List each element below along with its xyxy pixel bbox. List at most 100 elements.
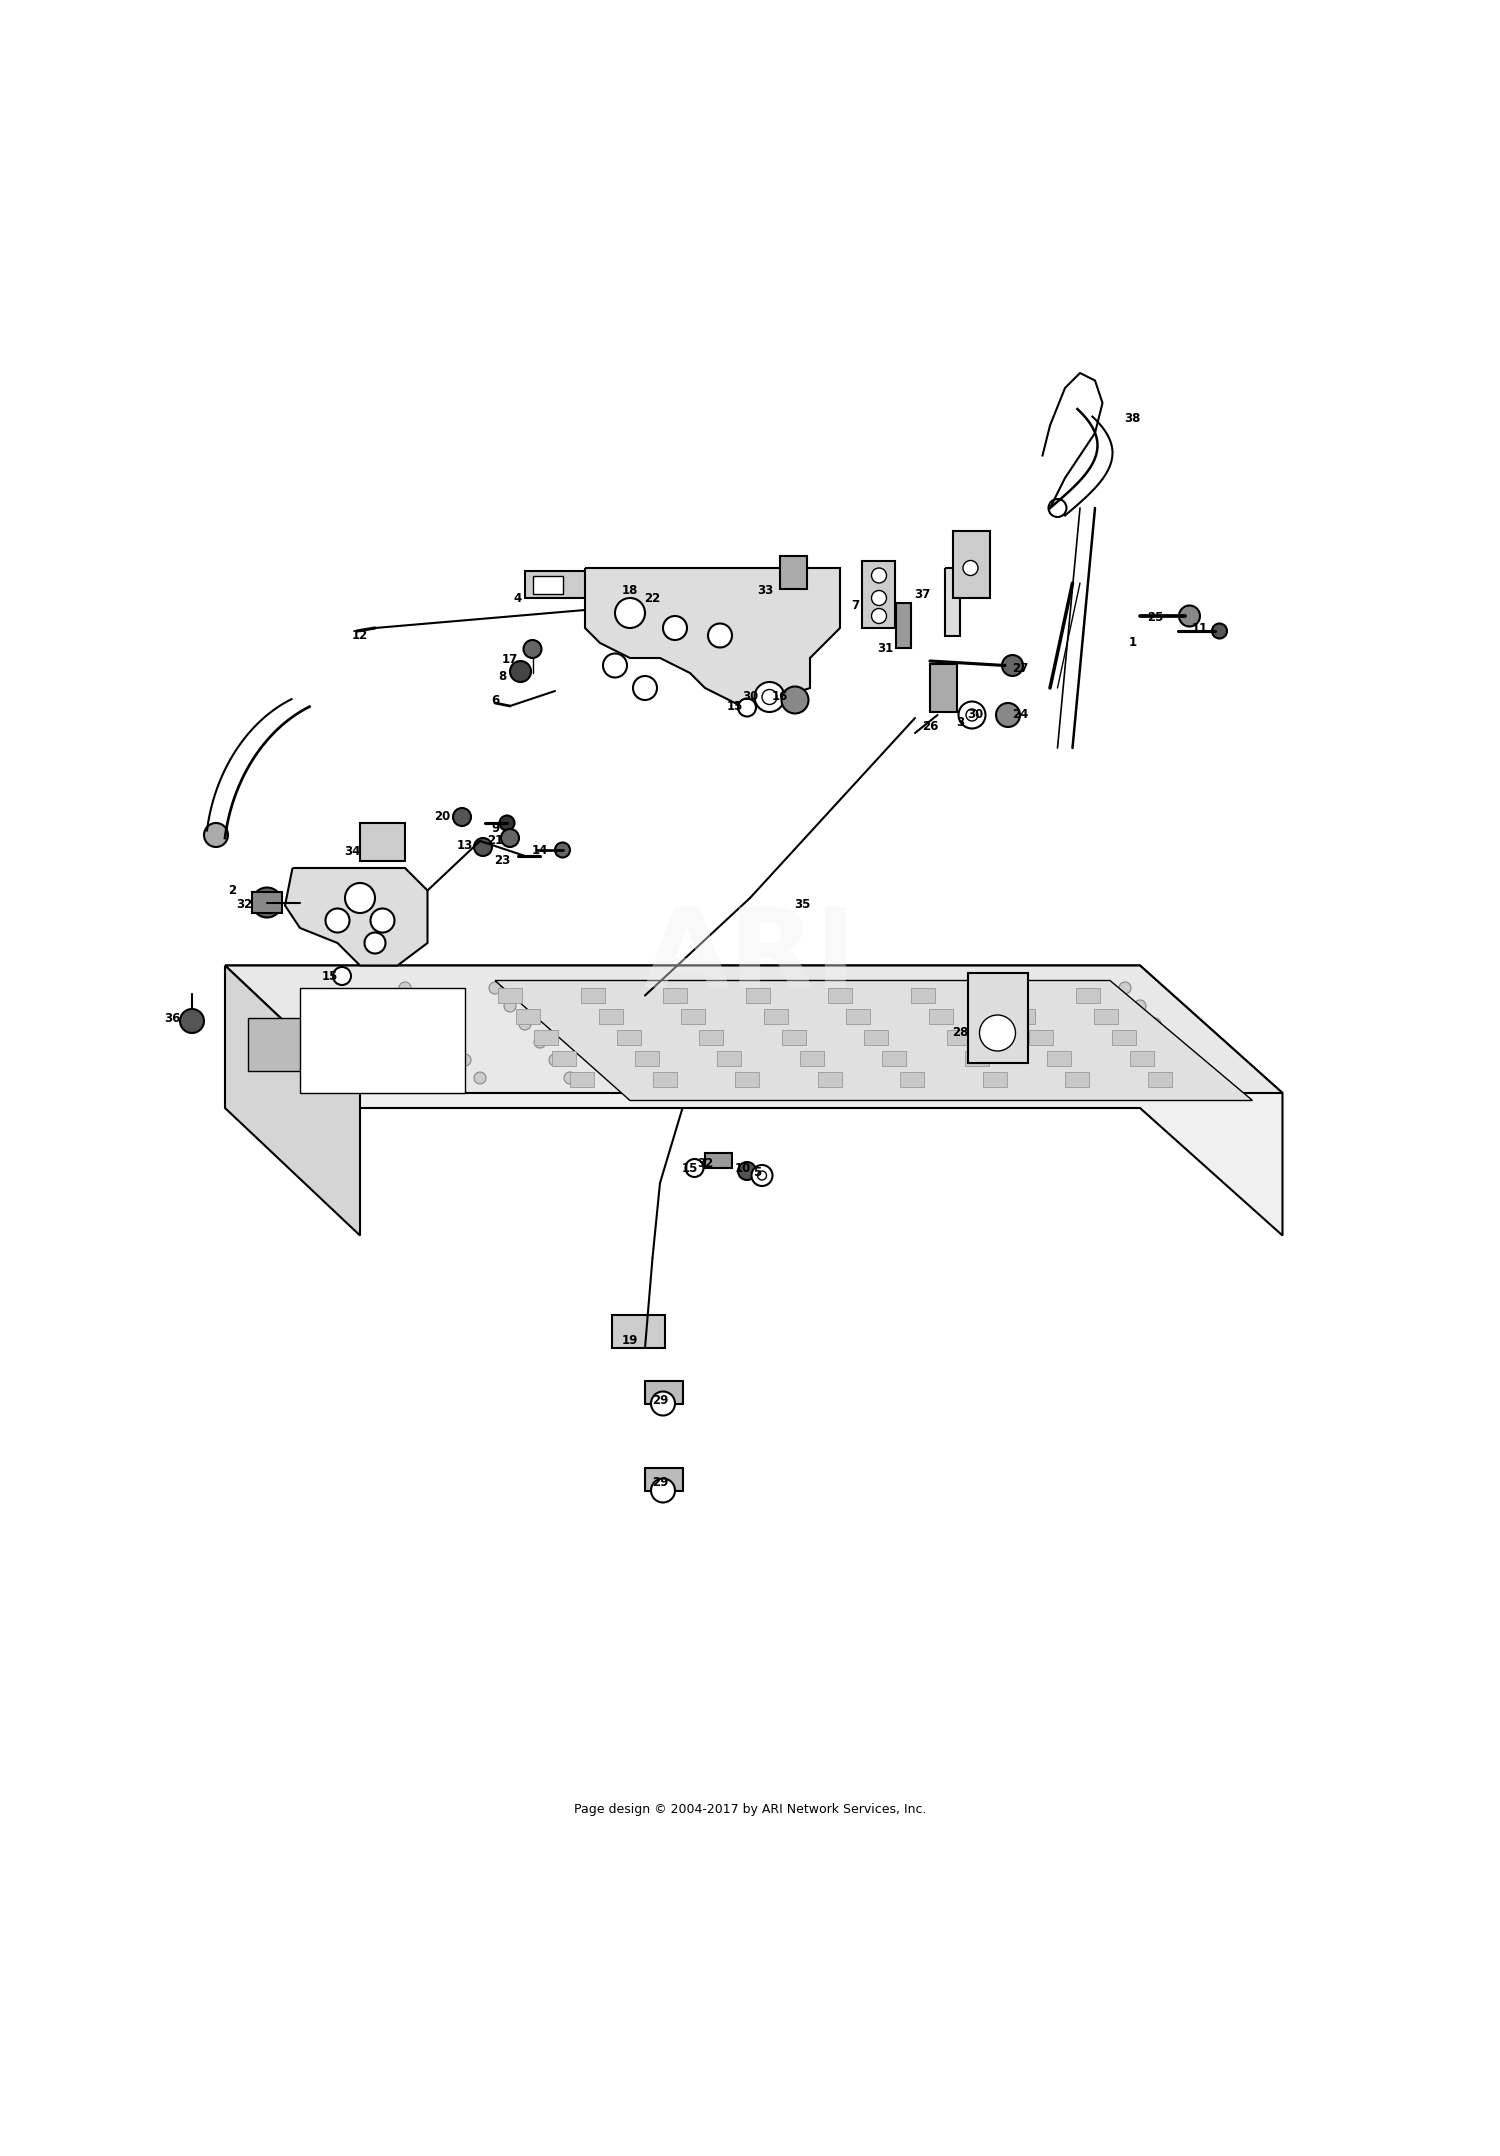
Circle shape [444,1037,456,1048]
Circle shape [624,1037,636,1048]
Text: 32: 32 [237,897,252,910]
Circle shape [640,582,664,608]
Text: Page design © 2004-2017 by ARI Network Services, Inc.: Page design © 2004-2017 by ARI Network S… [573,1805,926,1818]
Bar [652,1072,676,1087]
PathPatch shape [225,966,1282,1093]
Circle shape [459,1054,471,1065]
PathPatch shape [495,981,1252,1100]
Circle shape [871,608,886,623]
Text: 29: 29 [652,1477,668,1490]
Text: 17: 17 [503,653,518,666]
Circle shape [1164,1037,1176,1048]
Circle shape [1212,623,1227,638]
Circle shape [738,699,756,716]
Bar [1148,1072,1172,1087]
Circle shape [708,623,732,647]
Bar [1065,1072,1089,1087]
PathPatch shape [248,1018,338,1072]
Bar [645,1468,682,1490]
Circle shape [204,824,228,847]
Text: 18: 18 [622,584,638,597]
Text: 4: 4 [513,591,522,604]
Bar [1029,1031,1053,1046]
Bar [1011,1009,1035,1024]
Bar [982,1072,1006,1087]
Text: 13: 13 [458,839,472,852]
Bar [846,1009,870,1024]
Text: 15: 15 [682,1162,698,1175]
Circle shape [1119,981,1131,994]
Circle shape [849,981,861,994]
Circle shape [744,1072,756,1084]
Bar [964,1050,988,1065]
Circle shape [686,1160,703,1177]
Circle shape [654,1072,666,1084]
Circle shape [699,1018,711,1031]
Circle shape [804,1037,816,1048]
Circle shape [603,653,627,677]
Bar [1076,987,1100,1003]
Circle shape [524,640,542,658]
PathPatch shape [225,966,360,1235]
Circle shape [519,1018,531,1031]
PathPatch shape [945,567,960,636]
Circle shape [453,808,471,826]
Circle shape [1029,981,1041,994]
Bar [862,561,895,627]
Circle shape [345,884,375,912]
Text: 25: 25 [1148,610,1162,623]
Circle shape [752,1164,772,1186]
Circle shape [651,1479,675,1503]
Bar [668,580,698,610]
Circle shape [180,1009,204,1033]
Circle shape [1134,1000,1146,1011]
Text: 19: 19 [622,1335,638,1348]
Circle shape [819,1054,831,1065]
Circle shape [782,686,808,714]
Text: 32: 32 [698,1158,712,1171]
Bar [634,1050,658,1065]
Text: 29: 29 [652,1395,668,1408]
Circle shape [1044,1000,1056,1011]
Circle shape [639,1054,651,1065]
Circle shape [939,981,951,994]
Bar [360,824,405,860]
Text: 23: 23 [495,854,510,867]
Circle shape [510,662,531,681]
Circle shape [429,1018,441,1031]
Circle shape [1074,1037,1086,1048]
Circle shape [754,681,784,711]
Text: 37: 37 [915,589,930,602]
Text: 3: 3 [956,716,964,729]
Text: 36: 36 [165,1011,180,1024]
Text: 9: 9 [490,821,500,837]
Circle shape [999,1054,1011,1065]
Circle shape [958,701,986,729]
Circle shape [564,1072,576,1084]
Bar [645,1382,682,1404]
Circle shape [684,1000,696,1011]
Circle shape [980,1015,1016,1050]
Circle shape [871,591,886,606]
Circle shape [669,981,681,994]
Text: 30: 30 [742,690,758,703]
Circle shape [555,843,570,858]
Circle shape [489,981,501,994]
Text: 38: 38 [1125,412,1140,425]
Circle shape [333,968,351,985]
Bar [663,987,687,1003]
Bar [612,1315,664,1348]
Bar [782,1031,806,1046]
Text: 28: 28 [952,1026,968,1039]
Text: 34: 34 [345,845,360,858]
Text: 30: 30 [968,709,982,722]
Circle shape [663,617,687,640]
Bar [552,1050,576,1065]
Circle shape [474,1072,486,1084]
Bar [928,1009,952,1024]
Circle shape [549,1054,561,1065]
Bar [1112,1031,1136,1046]
Bar [705,1153,732,1169]
Circle shape [924,1072,936,1084]
Text: 10: 10 [735,1162,750,1175]
